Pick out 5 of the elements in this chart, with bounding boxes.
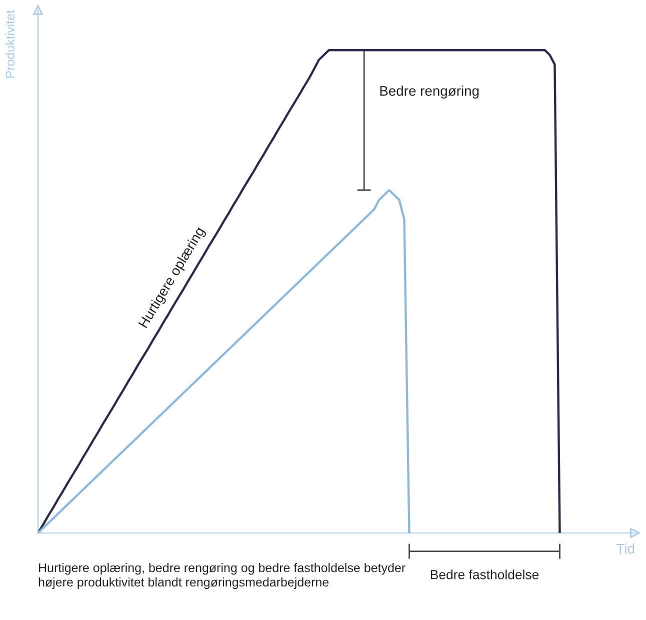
text: Hurtigere oplæring, bedre rengøring og bedre fastholdelse betyder højere produktivitet blandt rengøringsmedarbejderne <box>38 563 406 590</box>
y-axis-title: Produktivitet <box>5 10 14 78</box>
x-axis-title: Tid <box>616 543 634 554</box>
annotation: Bedre rengøring <box>380 86 479 99</box>
text: Bedre fastholdelse <box>430 570 539 580</box>
